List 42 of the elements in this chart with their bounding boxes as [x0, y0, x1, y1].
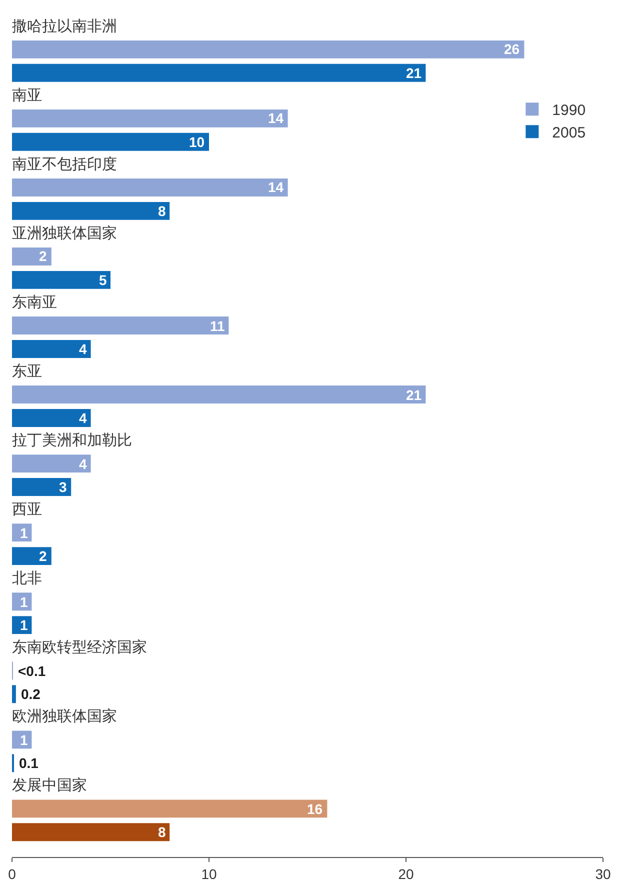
- data-label: 14: [268, 110, 284, 126]
- data-label: 4: [79, 410, 87, 426]
- y-tick-label: 撒哈拉以南非洲: [12, 18, 117, 35]
- data-label: 1: [20, 732, 28, 748]
- y-tick-label: 东南亚: [12, 294, 57, 311]
- data-label: 0.1: [19, 755, 39, 771]
- data-label: 1: [20, 594, 28, 610]
- data-label: 1: [20, 525, 28, 541]
- data-label: 5: [99, 272, 107, 288]
- data-label: 10: [189, 134, 205, 150]
- data-label: 8: [158, 824, 166, 840]
- y-tick-label: 南亚不包括印度: [12, 156, 117, 173]
- data-label: 11: [210, 318, 226, 334]
- data-label: 21: [406, 387, 422, 403]
- y-tick-label: 东南欧转型经济国家: [12, 639, 147, 656]
- data-label: <0.1: [18, 663, 46, 679]
- data-label: 0.2: [21, 686, 41, 702]
- data-label: 8: [158, 203, 166, 219]
- data-label: 14: [268, 179, 284, 195]
- data-label: 2: [39, 548, 47, 564]
- y-tick-label: 欧洲独联体国家: [12, 708, 117, 725]
- data-label: 16: [307, 801, 323, 817]
- data-label: 26: [504, 41, 520, 57]
- data-label: 3: [59, 479, 67, 495]
- legend-label: 1990: [552, 102, 586, 119]
- y-tick-label: 北非: [12, 570, 42, 587]
- y-tick-label: 南亚: [12, 87, 42, 104]
- y-tick-label: 亚洲独联体国家: [12, 225, 117, 242]
- y-tick-label: 西亚: [12, 501, 42, 518]
- data-label: 4: [79, 456, 87, 472]
- x-tick-label: 30: [595, 866, 611, 882]
- data-label: 21: [406, 65, 422, 81]
- data-label: 2: [39, 248, 47, 264]
- y-tick-label: 拉丁美洲和加勒比: [12, 432, 132, 449]
- data-label: 4: [79, 341, 87, 357]
- y-tick-label: 东亚: [12, 363, 42, 380]
- data-label: 1: [20, 617, 28, 633]
- legend-label: 2005: [552, 124, 586, 142]
- x-tick-label: 0: [8, 866, 16, 882]
- x-tick-label: 10: [201, 866, 217, 882]
- y-tick-label: 发展中国家: [12, 777, 87, 794]
- x-tick-label: 20: [398, 866, 414, 882]
